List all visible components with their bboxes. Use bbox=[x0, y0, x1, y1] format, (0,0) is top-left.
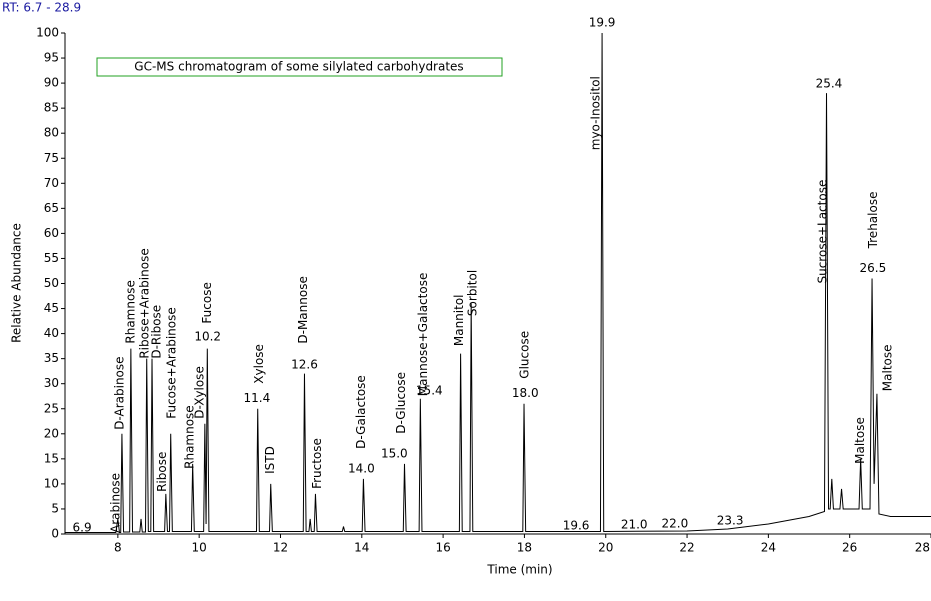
y-tick-label: 45 bbox=[44, 301, 59, 315]
y-tick-label: 90 bbox=[44, 76, 59, 90]
y-axis-label: Relative Abundance bbox=[10, 223, 24, 343]
retention-time-label: 26.5 bbox=[860, 261, 887, 275]
y-tick-label: 20 bbox=[44, 426, 59, 440]
peak-label: Glucose bbox=[518, 331, 532, 379]
y-tick-label: 5 bbox=[51, 501, 59, 515]
peak-label: myo-Inositol bbox=[588, 76, 602, 150]
y-tick-label: 0 bbox=[51, 527, 59, 541]
retention-time-label: 6.9 bbox=[73, 520, 92, 534]
peak-label: Sorbitol bbox=[466, 270, 480, 316]
peak-label: Arabinose bbox=[108, 473, 122, 533]
peak-label: Rhamnose bbox=[182, 405, 196, 469]
x-tick-label: 14 bbox=[354, 541, 369, 555]
peak-label: Fructose bbox=[310, 438, 324, 489]
y-tick-label: 60 bbox=[44, 226, 59, 240]
peak-label: D-Ribose bbox=[149, 305, 163, 359]
retention-time-label: 15.4 bbox=[416, 384, 443, 398]
peak-label: Mannose+Galactose bbox=[416, 273, 430, 397]
x-tick-label: 24 bbox=[761, 541, 776, 555]
peak-label: Ribose+Arabinose bbox=[138, 248, 152, 358]
x-axis-label: Time (min) bbox=[486, 563, 552, 577]
peak-label: Ribose bbox=[155, 452, 169, 492]
x-tick-label: 20 bbox=[598, 541, 613, 555]
trace bbox=[65, 32, 931, 533]
x-tick-label: 10 bbox=[192, 541, 207, 555]
x-tick-label: 26 bbox=[842, 541, 857, 555]
y-tick-label: 30 bbox=[44, 376, 59, 390]
y-tick-label: 65 bbox=[44, 201, 59, 215]
range-label: RT: 6.7 - 28.9 bbox=[2, 1, 81, 15]
x-tick-label: 18 bbox=[517, 541, 532, 555]
title-box bbox=[96, 57, 503, 77]
peak-label: D-Mannose bbox=[296, 276, 310, 343]
y-tick-label: 100 bbox=[36, 26, 59, 40]
peak-label: D-Glucose bbox=[394, 372, 408, 434]
y-tick-label: 15 bbox=[44, 451, 59, 465]
retention-time-label: 15.0 bbox=[381, 446, 408, 460]
peak-label: Maltose bbox=[853, 417, 867, 464]
retention-time-label: 19.6 bbox=[563, 518, 590, 532]
peak-label: D-Xylose bbox=[192, 366, 206, 419]
y-tick-label: 50 bbox=[44, 276, 59, 290]
retention-time-label: 23.3 bbox=[717, 513, 744, 527]
y-tick-label: 35 bbox=[44, 351, 59, 365]
y-tick-label: 10 bbox=[44, 476, 59, 490]
chart-title: GC-MS chromatogram of some silylated car… bbox=[134, 60, 463, 74]
peak-label: ISTD bbox=[263, 446, 277, 474]
retention-time-label: 14.0 bbox=[348, 461, 375, 475]
y-tick-label: 80 bbox=[44, 126, 59, 140]
retention-time-label: 19.9 bbox=[589, 15, 616, 29]
x-tick-label: 16 bbox=[435, 541, 450, 555]
peak-label: Mannitol bbox=[452, 294, 466, 346]
retention-time-label: 12.6 bbox=[291, 358, 318, 372]
peak-label: Sucrose+Lactose bbox=[815, 180, 829, 284]
retention-time-label: 11.4 bbox=[244, 391, 271, 405]
peak-label: D-Arabinose bbox=[112, 356, 126, 429]
peak-label: Xylose bbox=[252, 344, 266, 384]
retention-time-label: 22.0 bbox=[661, 516, 688, 530]
x-tick-label: 12 bbox=[273, 541, 288, 555]
retention-time-label: 25.4 bbox=[816, 77, 843, 91]
peak-label: Fucose+Arabinose bbox=[164, 307, 178, 419]
x-tick-label: 28 bbox=[915, 541, 930, 555]
x-tick-label: 22 bbox=[679, 541, 694, 555]
peak-label: Fucose bbox=[200, 282, 214, 323]
retention-time-label: 18.0 bbox=[512, 386, 539, 400]
y-tick-label: 40 bbox=[44, 326, 59, 340]
y-tick-label: 55 bbox=[44, 251, 59, 265]
y-tick-label: 85 bbox=[44, 101, 59, 115]
x-tick-label: 8 bbox=[114, 541, 122, 555]
y-tick-label: 70 bbox=[44, 176, 59, 190]
retention-time-label: 10.2 bbox=[194, 330, 221, 344]
retention-time-label: 21.0 bbox=[621, 517, 648, 531]
peak-label: Maltose bbox=[880, 344, 894, 391]
peak-label: Trehalose bbox=[866, 192, 880, 250]
peak-label: D-Galactose bbox=[354, 375, 368, 449]
y-tick-label: 25 bbox=[44, 401, 59, 415]
peak-label: Rhamnose bbox=[123, 280, 137, 344]
y-tick-label: 75 bbox=[44, 151, 59, 165]
y-tick-label: 95 bbox=[44, 51, 59, 65]
